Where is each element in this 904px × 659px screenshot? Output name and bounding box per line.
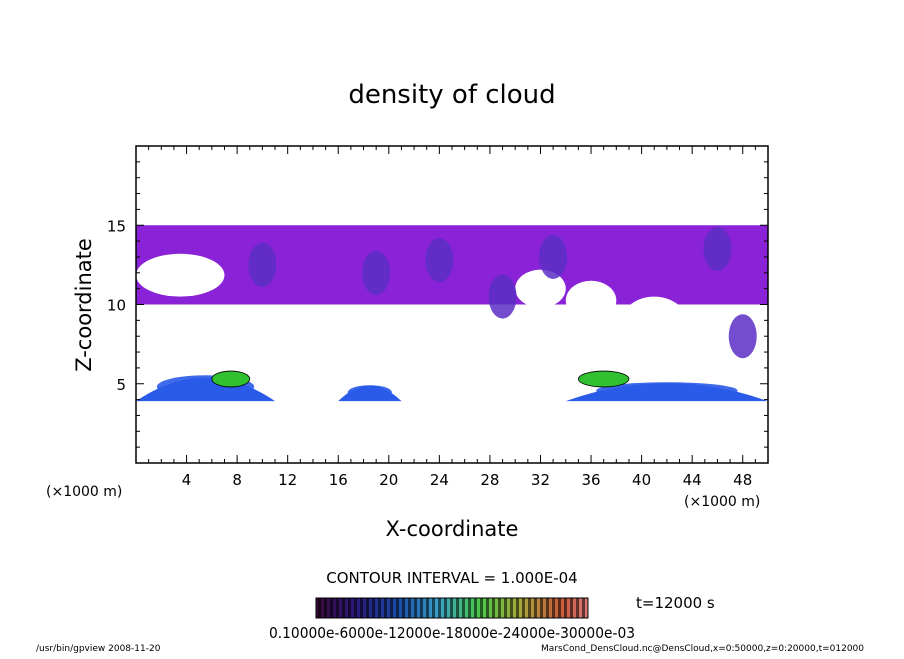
- y-tick-label: 15: [107, 217, 126, 235]
- colorbar: [315, 597, 589, 619]
- cloud-maximum: [211, 370, 251, 388]
- x-tick-label: 16: [329, 471, 348, 489]
- contour-interval: CONTOUR INTERVAL = 1.000E-04: [326, 569, 577, 587]
- x-tick-label: 28: [480, 471, 499, 489]
- dense-streak: [703, 227, 732, 272]
- y-ticks: 5 10 15: [107, 161, 768, 448]
- x-axis-title: X-coordinate: [386, 517, 519, 541]
- chart-title: density of cloud: [348, 80, 555, 110]
- clear-gap: [173, 312, 212, 345]
- x-tick-label: 36: [581, 471, 600, 489]
- x-tick-label: 40: [632, 471, 651, 489]
- clear-gap: [136, 253, 225, 297]
- clear-gap: [401, 336, 490, 368]
- x-tick-label: 12: [278, 471, 297, 489]
- colorbar-labels: 0.10000e-6000e-12000e-18000e-24000e-3000…: [269, 624, 635, 642]
- footer-right: MarsCond_DensCloud.nc@DensCloud,x=0:5000…: [541, 644, 864, 654]
- clear-gap: [515, 342, 604, 376]
- x-tick-label: 44: [683, 471, 702, 489]
- dense-streak: [248, 242, 277, 287]
- x-tick-label: 20: [379, 471, 398, 489]
- clear-gap: [565, 280, 617, 321]
- x-ticks: 4 8 12 16 20 24 28 32 36 40 44 48: [148, 146, 756, 489]
- time-label: t=12000 s: [636, 594, 715, 612]
- contour-fill: [136, 225, 768, 402]
- x-tick-label: 4: [182, 471, 192, 489]
- x-unit-left: (×1000 m): [46, 484, 122, 500]
- dense-streak: [488, 274, 517, 319]
- dense-streak: [539, 234, 568, 279]
- y-tick-label: 5: [116, 376, 126, 394]
- clear-gap: [312, 328, 389, 365]
- dense-streak: [425, 238, 454, 283]
- clear-gap: [666, 333, 731, 372]
- cloud-maximum: [577, 370, 630, 388]
- x-tick-label: 8: [232, 471, 242, 489]
- dense-streak: [728, 314, 757, 359]
- y-axis-title: Z-coordinate: [72, 238, 96, 372]
- x-tick-label: 48: [733, 471, 752, 489]
- y-tick-label: 10: [107, 297, 126, 315]
- dense-streak: [362, 250, 391, 295]
- x-tick-label: 24: [430, 471, 449, 489]
- footer-left: /usr/bin/gpview 2008-11-20: [36, 644, 161, 654]
- x-unit-right: (×1000 m): [684, 494, 760, 510]
- x-tick-label: 32: [531, 471, 550, 489]
- cloud-core: [347, 385, 392, 400]
- clear-gap: [249, 307, 326, 337]
- cloud-core: [596, 382, 738, 400]
- clear-gap: [515, 269, 566, 308]
